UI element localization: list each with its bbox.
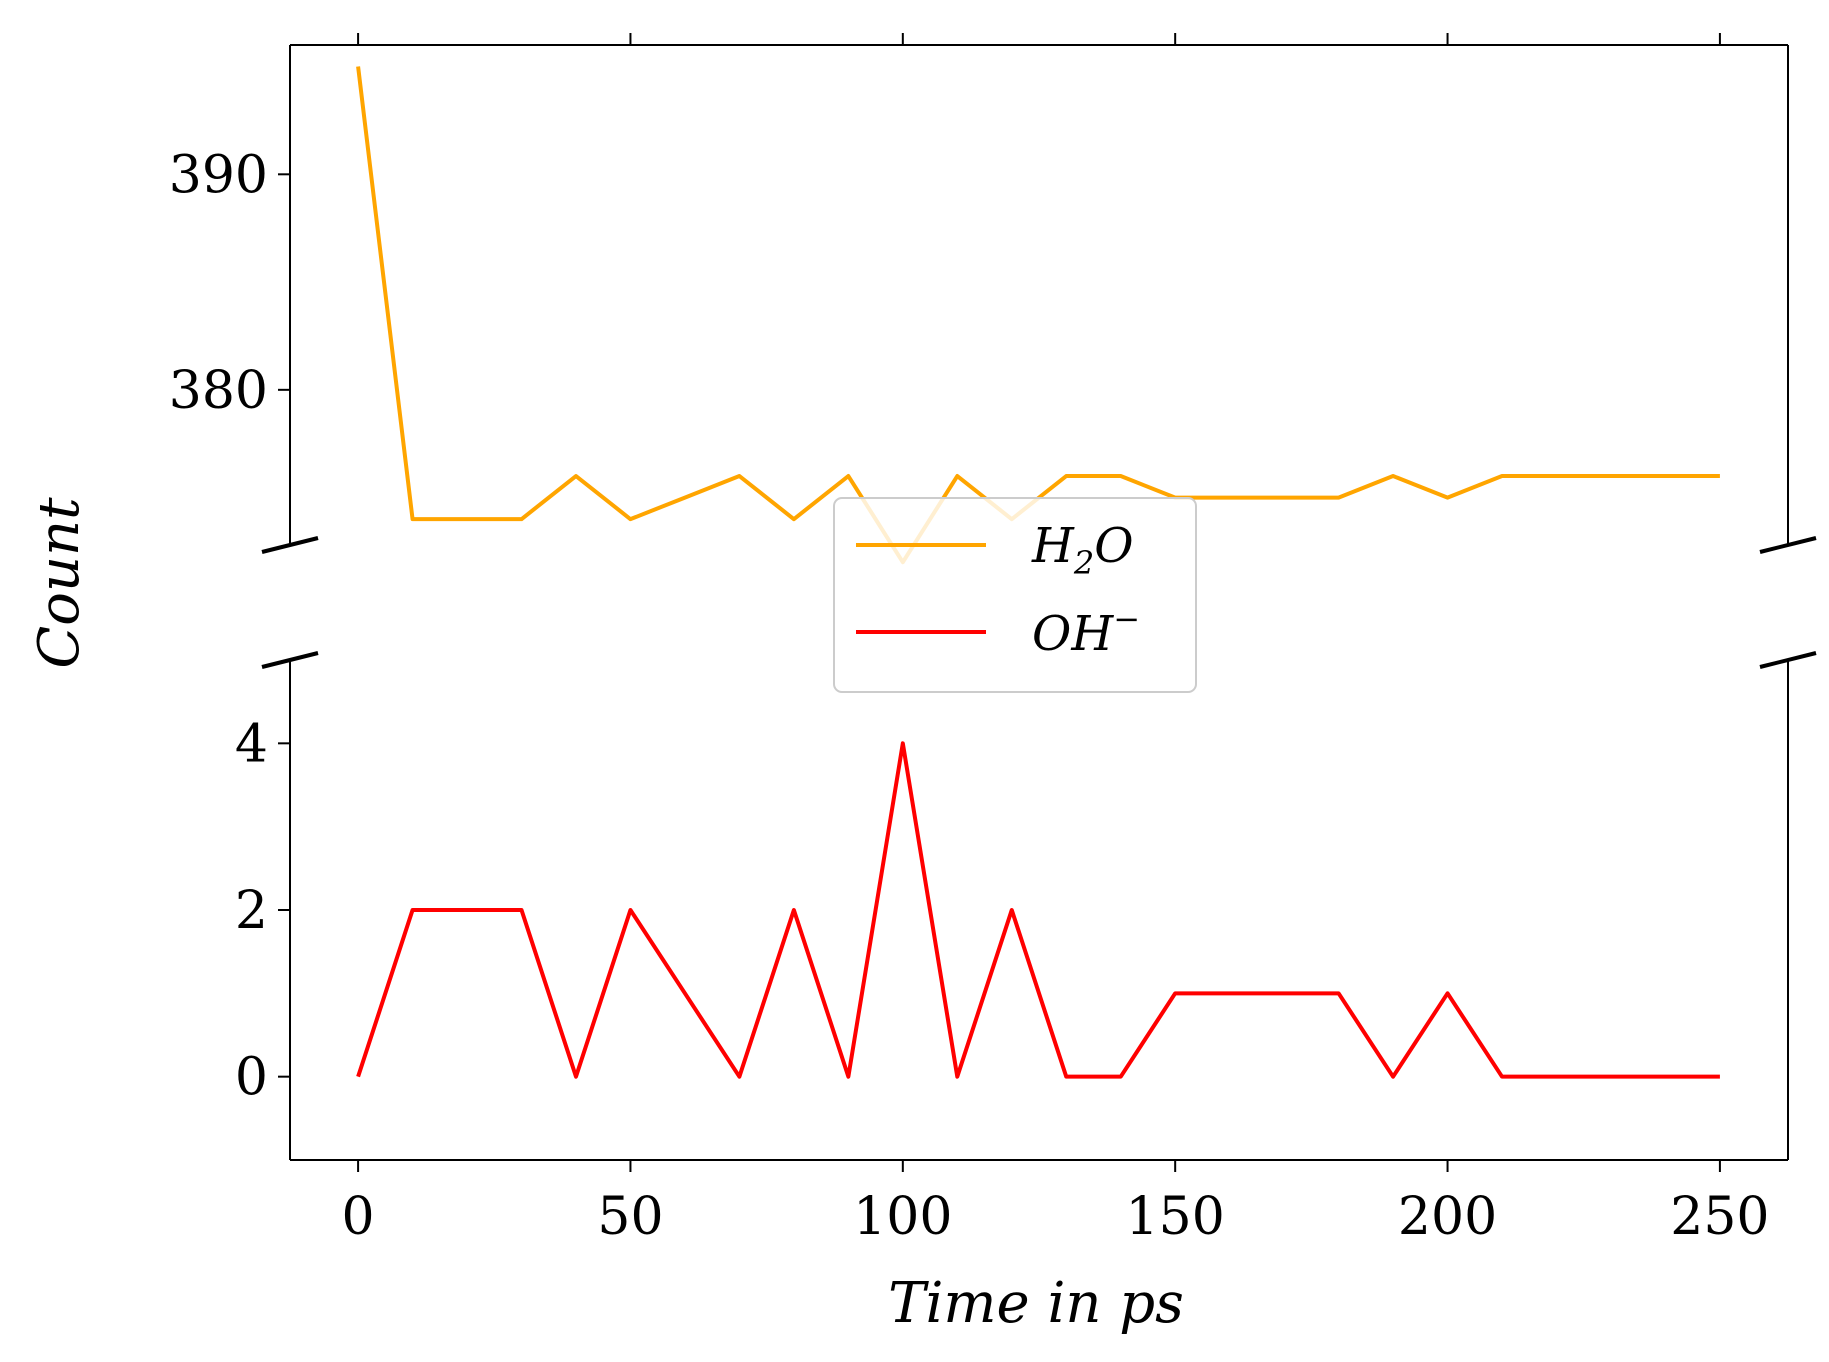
upper-panel: 380 390	[169, 33, 1789, 565]
legend-frame	[833, 497, 1197, 693]
legend: H2O OH−	[833, 497, 1197, 693]
x-tick-label-2: 100	[853, 1187, 952, 1247]
series-line-0	[356, 66, 1720, 565]
legend-label-h2o-sub: 2	[1073, 544, 1094, 582]
break-mark-3	[1759, 651, 1817, 669]
x-axis: 0 50 100 150 200 250	[342, 1160, 1770, 1247]
legend-label-oh: OH−	[1032, 600, 1140, 662]
break-mark-1	[1759, 536, 1817, 554]
break-mark-2	[261, 651, 319, 669]
legend-label-h2o-main: H	[1031, 518, 1075, 574]
legend-label-h2o-rest: O	[1094, 518, 1133, 574]
break-mark-0	[261, 536, 319, 554]
legend-label-oh-main: OH	[1032, 606, 1114, 662]
lower-y-tick-label-1: 2	[235, 881, 268, 941]
lower-y-tick-label-2: 4	[235, 714, 268, 774]
lower-y-tick-label-0: 0	[235, 1048, 268, 1108]
x-tick-label-4: 200	[1398, 1187, 1497, 1247]
legend-label-h2o: H2O	[1031, 518, 1134, 582]
x-tick-label-1: 50	[597, 1187, 663, 1247]
x-tick-label-0: 0	[342, 1187, 375, 1247]
lower-panel: 0 2 4	[235, 660, 1789, 1161]
upper-y-tick-label-0: 380	[169, 361, 268, 421]
x-tick-label-5: 250	[1670, 1187, 1769, 1247]
upper-y-tick-label-1: 390	[169, 145, 268, 205]
y-axis-label: Count	[27, 497, 92, 669]
x-tick-label-3: 150	[1126, 1187, 1225, 1247]
series-line-1	[356, 741, 1720, 1079]
legend-label-oh-sup: −	[1113, 600, 1140, 638]
x-axis-label: Time in ps	[888, 1271, 1184, 1336]
axis-break-marks	[261, 536, 1817, 669]
